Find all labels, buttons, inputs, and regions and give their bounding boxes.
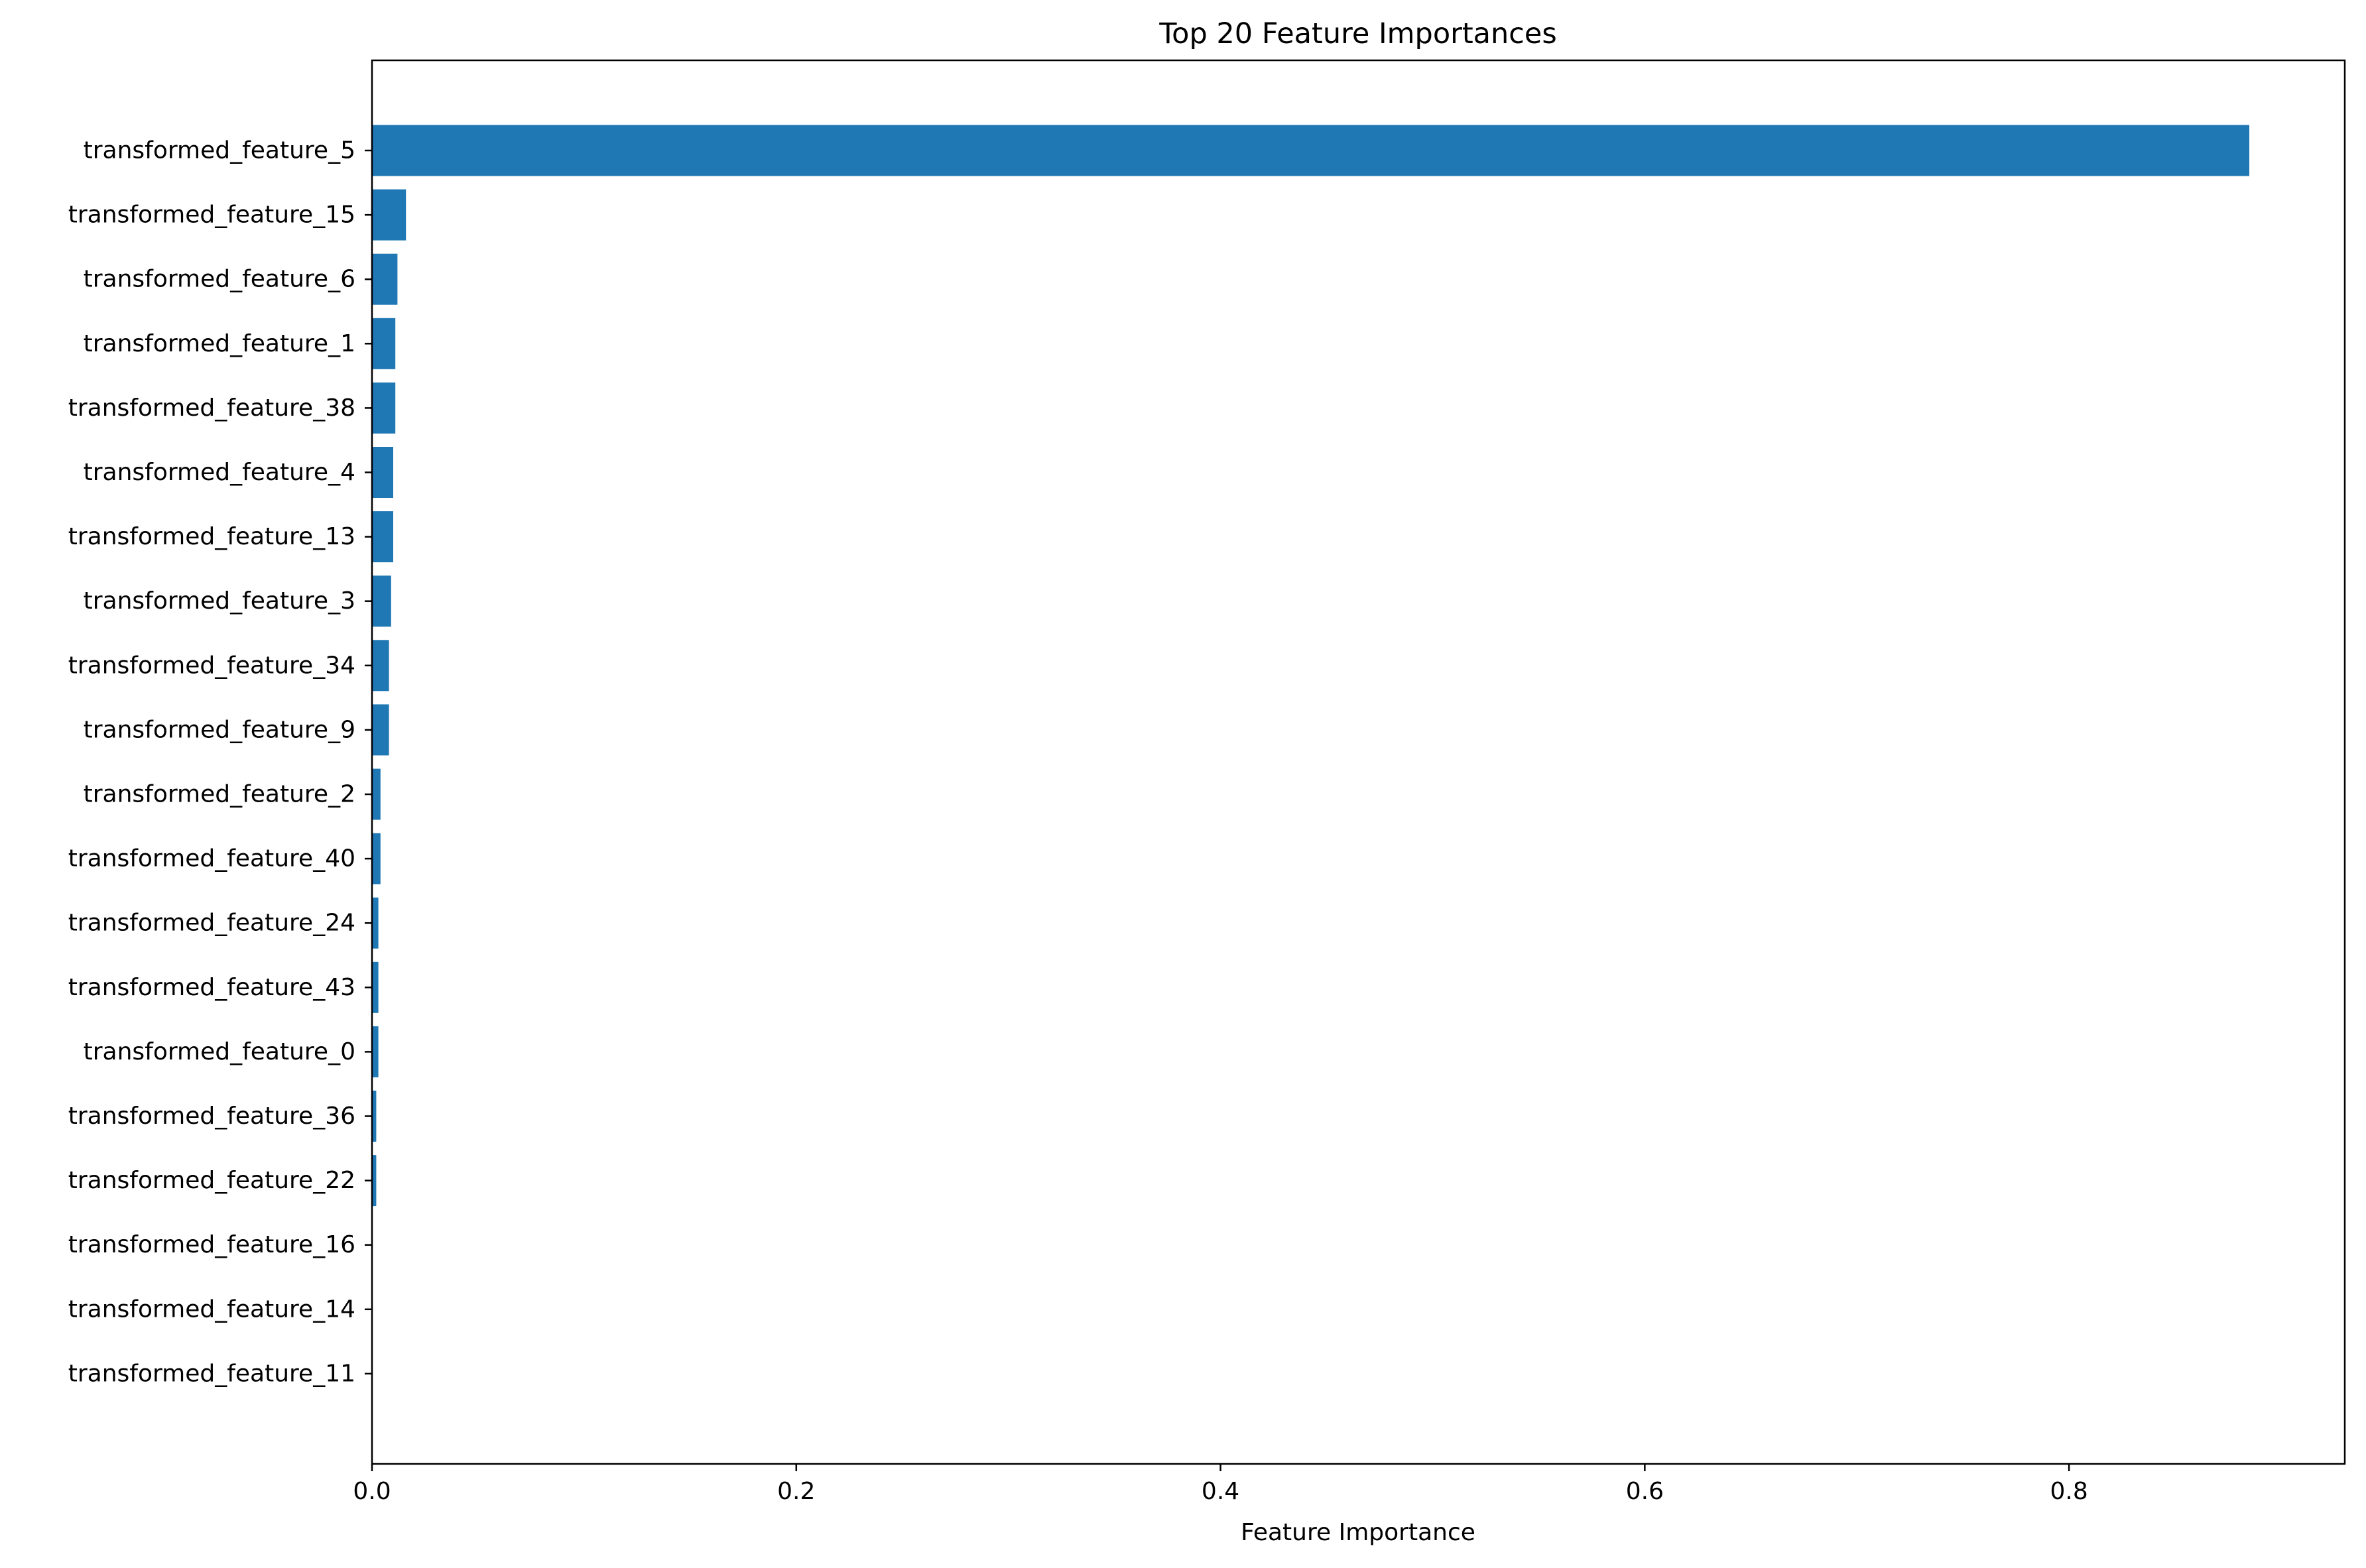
- bar-transformed_feature_2: [372, 768, 381, 820]
- y-tick-label: transformed_feature_36: [68, 1103, 355, 1130]
- x-ticks-group: 0.0 0.2 0.4 0.6 0.8: [353, 1464, 2088, 1505]
- y-tick-label: transformed_feature_6: [84, 266, 355, 293]
- y-tick-label: transformed_feature_3: [84, 587, 355, 615]
- x-tick-label: 0.6: [1626, 1478, 1664, 1505]
- bar-transformed_feature_6: [372, 253, 398, 305]
- y-tick-label: transformed_feature_11: [68, 1360, 355, 1387]
- y-tick-label: transformed_feature_40: [68, 845, 355, 873]
- bar-transformed_feature_9: [372, 704, 389, 756]
- bar-transformed_feature_15: [372, 189, 406, 241]
- bar-transformed_feature_0: [372, 1026, 379, 1077]
- x-tick-label: 0.8: [2050, 1478, 2088, 1505]
- bar-transformed_feature_3: [372, 575, 391, 627]
- chart-title: Top 20 Feature Importances: [1158, 17, 1557, 50]
- bar-transformed_feature_40: [372, 833, 381, 884]
- bars-group: [372, 125, 2250, 1207]
- y-tick-label: transformed_feature_24: [68, 910, 355, 937]
- y-tick-label: transformed_feature_4: [84, 459, 355, 486]
- bar-transformed_feature_5: [372, 125, 2250, 176]
- y-tick-label: transformed_feature_0: [84, 1038, 355, 1065]
- bar-transformed_feature_24: [372, 897, 379, 949]
- y-tick-label: transformed_feature_9: [84, 716, 355, 743]
- bar-transformed_feature_1: [372, 318, 396, 369]
- y-tick-label: transformed_feature_14: [68, 1296, 355, 1323]
- bar-transformed_feature_43: [372, 961, 379, 1013]
- y-tick-label: transformed_feature_2: [84, 781, 355, 808]
- x-tick-label: 0.0: [353, 1478, 391, 1505]
- bar-transformed_feature_4: [372, 447, 393, 498]
- y-tick-label: transformed_feature_15: [68, 202, 355, 229]
- bar-transformed_feature_36: [372, 1091, 377, 1142]
- bar-transformed_feature_22: [372, 1155, 377, 1207]
- y-tick-label: transformed_feature_16: [68, 1231, 355, 1258]
- bar-transformed_feature_38: [372, 382, 396, 434]
- y-tick-label: transformed_feature_43: [68, 974, 355, 1001]
- plot-frame: [371, 59, 2346, 1465]
- y-tick-label: transformed_feature_1: [84, 330, 355, 357]
- y-tick-label: transformed_feature_22: [68, 1167, 355, 1194]
- y-tick-label: transformed_feature_5: [84, 137, 355, 164]
- y-tick-label: transformed_feature_34: [68, 652, 355, 679]
- bar-transformed_feature_34: [372, 640, 389, 692]
- x-tick-label: 0.2: [777, 1478, 815, 1505]
- x-axis-label: Feature Importance: [1241, 1519, 1475, 1546]
- y-tick-label: transformed_feature_13: [68, 523, 355, 550]
- y-ticks-group: transformed_feature_5 transformed_feature…: [68, 137, 372, 1387]
- bar-transformed_feature_13: [372, 511, 393, 563]
- x-tick-label: 0.4: [1202, 1478, 1239, 1505]
- y-tick-label: transformed_feature_38: [68, 394, 355, 422]
